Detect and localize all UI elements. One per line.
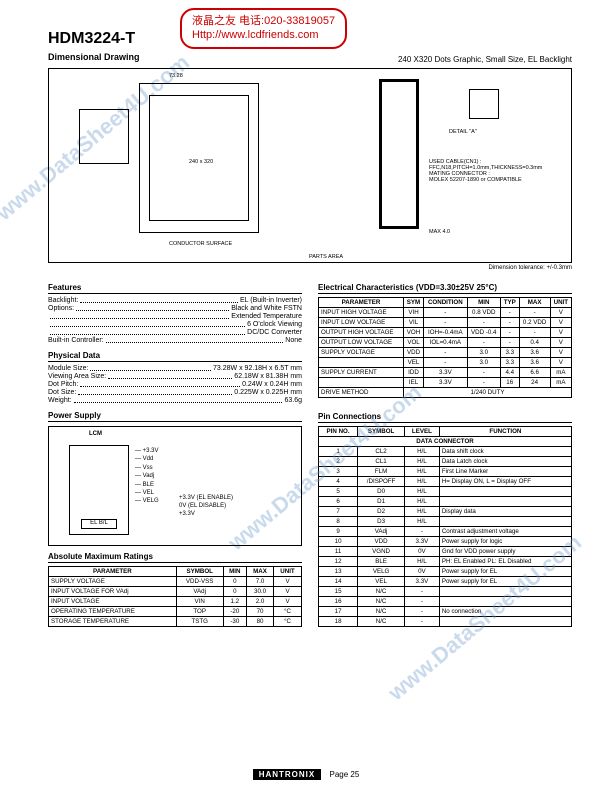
- dim-w: 73.28: [169, 73, 183, 79]
- cable-note: USED CABLE(CN1) : FFC,N18,PITCH=1.0mm,TH…: [429, 159, 539, 183]
- table-row: 5D0H/L: [319, 487, 572, 497]
- spec-text: 240 X320 Dots Graphic, Small Size, EL Ba…: [398, 55, 572, 64]
- el-label: EL B/L: [81, 519, 117, 529]
- table-row: DRIVE METHOD1/240 DUTY: [319, 388, 572, 398]
- table-row: 8D3H/L: [319, 517, 572, 527]
- power-supply-diagram: LCM EL B/L — +3.3V— Vdd— Vss— Vadj— BLE—…: [48, 426, 302, 546]
- spec-row: Built-in Controller:None: [48, 337, 302, 345]
- spec-row: 6 O'clock Viewing: [48, 321, 302, 329]
- table-row: 6D1H/L: [319, 497, 572, 507]
- physical-title: Physical Data: [48, 351, 302, 362]
- table-row: 18N/C-: [319, 617, 572, 627]
- lcm-label: LCM: [89, 431, 102, 437]
- spec-row: Viewing Area Size:62.18W x 81.38H mm: [48, 373, 302, 381]
- table-row: 14VEL3.3VPower supply for EL: [319, 577, 572, 587]
- stamp-line2: Http://www.lcdfriends.com: [192, 28, 335, 42]
- table-row: STORAGE TEMPERATURETSTG-3080°C: [49, 617, 302, 627]
- stamp-line1: 液晶之友 电话:020-33819057: [192, 14, 335, 28]
- footer-logo: HANTRONIX: [253, 769, 322, 780]
- table-row: 10VDD3.3VPower supply for logic: [319, 537, 572, 547]
- table-row: 9VAdj-Contrast adjustment voltage: [319, 527, 572, 537]
- table-row: OPERATING TEMPERATURETOP-2070°C: [49, 607, 302, 617]
- table-row: OUTPUT HIGH VOLTAGEVOHIOH=-0.4mAVDD -0.4…: [319, 328, 572, 338]
- table-row: INPUT HIGH VOLTAGEVIH-0.8 VDD--V: [319, 308, 572, 318]
- power-supply-title: Power Supply: [48, 411, 302, 422]
- table-row: INPUT LOW VOLTAGEVIL---0.2 VDDV: [319, 318, 572, 328]
- table-row: 3FLMH/LFirst Line Marker: [319, 467, 572, 477]
- table-row: 13VELG0VPower supply for EL: [319, 567, 572, 577]
- dimensional-drawing: 73.28 240 x 320 DETAIL "A" USED CABLE(CN…: [48, 68, 572, 263]
- pins-table: PIN NO.SYMBOLLEVELFUNCTION DATA CONNECTO…: [318, 426, 572, 627]
- elec-title: Electrical Characteristics (VDD=3.30±25V…: [318, 283, 572, 294]
- dim-dots: 240 x 320: [189, 159, 213, 165]
- table-row: SUPPLY CURRENTIDD3.3V-4.46.6mA: [319, 368, 572, 378]
- table-row: 1CL2H/LData shift clock: [319, 447, 572, 457]
- footer: HANTRONIX Page 25: [0, 769, 612, 780]
- table-row: SUPPLY VOLTAGEVDD-3.03.33.6V: [319, 348, 572, 358]
- absmax-title: Absolute Maximum Ratings: [48, 552, 302, 563]
- table-row: SUPPLY VOLTAGEVDD-VSS07.0V: [49, 577, 302, 587]
- table-row: 17N/C-No connection: [319, 607, 572, 617]
- table-row: 12BLEH/LPH: EL Enabled PL: EL Disabled: [319, 557, 572, 567]
- spec-row: Module Size:73.28W x 92.18H x 6.5T mm: [48, 365, 302, 373]
- table-row: INPUT VOLTAGE FOR VAdjVAdj030.0V: [49, 587, 302, 597]
- features-list: Backlight:EL (Built-in Inverter)Options:…: [48, 297, 302, 345]
- spec-row: DC/DC Converter: [48, 329, 302, 337]
- spec-row: Backlight:EL (Built-in Inverter): [48, 297, 302, 305]
- label-cond: CONDUCTOR SURFACE: [169, 241, 232, 247]
- dim-max: MAX 4.0: [429, 229, 450, 235]
- dim-detail: DETAIL "A": [449, 129, 477, 135]
- physical-list: Module Size:73.28W x 92.18H x 6.5T mmVie…: [48, 365, 302, 405]
- stamp-overlay: 液晶之友 电话:020-33819057 Http://www.lcdfrien…: [180, 8, 347, 49]
- table-row: VEL-3.03.33.6V: [319, 358, 572, 368]
- label-parts: PARTS AREA: [309, 254, 343, 260]
- table-row: 15N/C-: [319, 587, 572, 597]
- table-row: IEL3.3V-1624mA: [319, 378, 572, 388]
- table-row: 4/DISPOFFH/LH= Display ON, L = Display O…: [319, 477, 572, 487]
- features-title: Features: [48, 283, 302, 294]
- footer-page: Page 25: [329, 770, 359, 779]
- spec-row: Extended Temperature: [48, 313, 302, 321]
- table-row: INPUT VOLTAGEVIN1.22.0V: [49, 597, 302, 607]
- table-row: 2CL1H/LData Latch clock: [319, 457, 572, 467]
- spec-row: Options:Black and White FSTN: [48, 305, 302, 313]
- pins-title: Pin Connections: [318, 412, 572, 423]
- table-row: OUTPUT LOW VOLTAGEVOLIOL=0.4mA--0.4V: [319, 338, 572, 348]
- dim-tolerance: Dimension tolerance: +/-0.3mm: [48, 265, 572, 271]
- absmax-table: PARAMETERSYMBOLMINMAXUNIT SUPPLY VOLTAGE…: [48, 566, 302, 627]
- table-row: 7D2H/LDisplay data: [319, 507, 572, 517]
- pins-connector: DATA CONNECTOR: [319, 437, 572, 447]
- spec-row: Dot Size:0.225W x 0.225H mm: [48, 389, 302, 397]
- table-row: 11VGND0VGnd for VDD power supply: [319, 547, 572, 557]
- table-row: 16N/C-: [319, 597, 572, 607]
- spec-row: Dot Pitch:0.24W x 0.24H mm: [48, 381, 302, 389]
- spec-row: Weight:63.6g: [48, 397, 302, 405]
- elec-table: PARAMETERSYMCONDITIONMINTYPMAXUNIT INPUT…: [318, 297, 572, 398]
